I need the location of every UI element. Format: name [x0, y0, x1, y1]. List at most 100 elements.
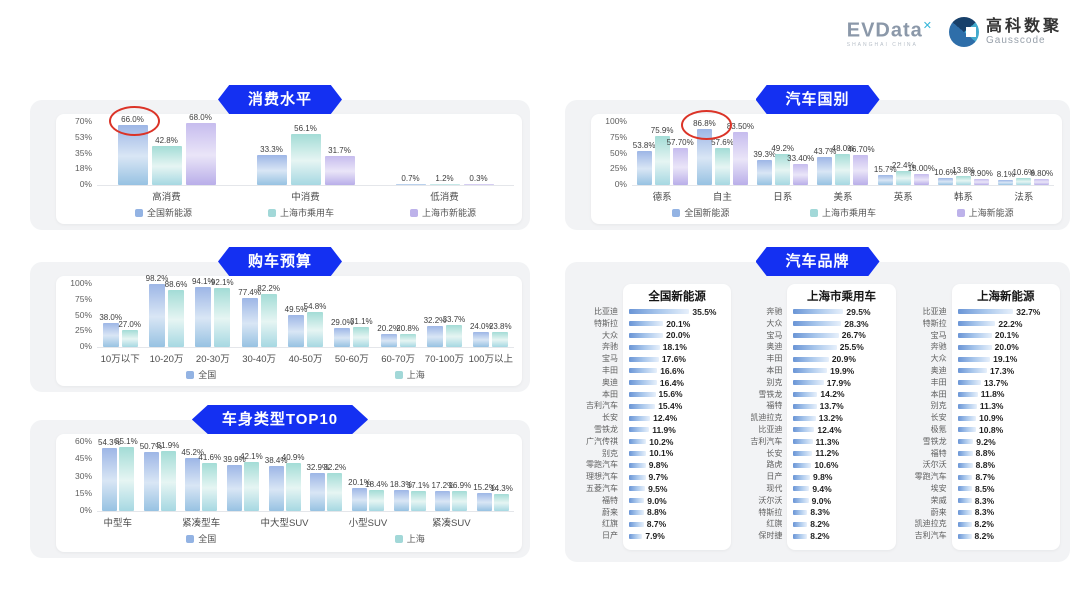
brand-label-column: 奔驰 大众 宝马 奥迪 丰田 本田 别克 雪铁龙 福特 凯迪拉克 比亚迪 吉利汽车 长安 路虎 日产 现代 沃尔… [739, 284, 787, 550]
chart-card: 60% 45% 30% 15% 0% 54.3% 55.1% 50.7% 51.9% 45.2%… [56, 434, 522, 552]
brand-row: 11.3% [793, 436, 889, 448]
bar-value-label: 17.1% [406, 481, 430, 490]
brand-value: 8.5% [975, 483, 995, 494]
section-banner: 汽车品牌 [755, 247, 880, 276]
brand-value: 18.1% [662, 342, 687, 353]
bar [260, 294, 277, 347]
bar-value-label: 68.0% [189, 112, 212, 122]
bar-group: 50.7% 51.9% [140, 441, 179, 511]
brand-row: 28.3% [793, 318, 889, 330]
bar [835, 154, 851, 185]
bar-with-label: 43.7% [814, 147, 836, 185]
bar-group: 20.1% 18.4% [348, 478, 388, 511]
category-label: 中型车 [103, 518, 132, 529]
brand-value: 17.9% [826, 377, 851, 388]
category-label: 100万以上 [468, 354, 513, 365]
brand-row: 8.8% [957, 459, 1054, 471]
bar-group: 20.2% 20.8% [377, 324, 419, 347]
legend-item: 上海市乘用车 [267, 206, 334, 219]
legend-label: 全国新能源 [146, 208, 192, 218]
brand-name-label: 奥迪 [766, 342, 783, 352]
category-label: 紧凑型车 [182, 518, 221, 529]
bar-with-label: 42.8% [151, 136, 182, 185]
bar-value-label: 48.0% [831, 144, 855, 154]
bar [151, 145, 182, 185]
brand-value: 11.8% [980, 389, 1005, 400]
section-banner: 车身类型TOP10 [191, 405, 369, 434]
brand-row: 11.2% [793, 448, 889, 460]
section-title: 车身类型TOP10 [221, 411, 339, 428]
plot-area: 53.8% 75.9% 57.70% 86.8% 57.6% 83.50% 39.3% 49.… [632, 119, 1054, 186]
chart-card: 100% 75% 50% 25% 0% 53.8% 75.9% 57.70% 86.8% 57.… [591, 114, 1062, 224]
bar-group: 45.2% 41.6% [181, 448, 221, 511]
bar-value-label: 42.1% [240, 451, 263, 461]
bar [757, 159, 773, 185]
brand-value: 9.5% [648, 483, 668, 494]
brand-name-label: 现代 [766, 483, 783, 493]
legend-swatch [409, 208, 418, 217]
brand-name-label: 埃安 [930, 483, 947, 493]
bar-value-label: 56.1% [294, 123, 317, 133]
brand-bar [957, 332, 992, 338]
brand-name-label: 凯迪拉克 [914, 519, 947, 529]
bar-value-label: 32.2% [423, 316, 447, 326]
category-label: 70-100万 [424, 354, 464, 365]
category-label: 小型SUV [348, 518, 388, 529]
y-axis-tick: 25% [609, 163, 627, 174]
brand-bar [957, 439, 974, 445]
legend-label: 全国 [198, 534, 217, 544]
brand-value: 11.3% [979, 401, 1004, 412]
bar-with-label: 8.80% [1030, 169, 1053, 185]
brand-value: 8.7% [975, 472, 995, 483]
brand-name-label: 吉利汽车 [914, 531, 947, 541]
bar-with-label: 56.1% [290, 123, 321, 185]
bar-group: 94.1% 92.1% [191, 276, 234, 347]
bar-with-label: 48.0% [832, 144, 854, 185]
bar-group: 39.9% 42.1% [223, 452, 263, 511]
brand-value: 8.3% [974, 507, 995, 518]
category-label: 低消费 [430, 192, 459, 203]
brand-name-label: 本田 [766, 365, 783, 375]
brand-row: 10.8% [957, 424, 1054, 436]
bar-value-label: 17.2% [431, 480, 455, 490]
bar-value-label: 8.90% [970, 169, 993, 179]
brand-row: 13.7% [957, 377, 1054, 389]
brand-value: 10.2% [649, 436, 674, 447]
bar-value-label: 10.6% [1012, 168, 1036, 178]
brand-row: 8.3% [793, 507, 889, 519]
brand-name-label: 吉利汽车 [750, 436, 783, 446]
bar-with-label: 32.2% [323, 463, 346, 511]
bar-with-label: 92.1% [211, 278, 234, 347]
brand-value: 12.4% [817, 424, 842, 435]
brand-columns: 比亚迪 特斯拉 大众 奔驰 宝马 丰田 奥迪 本田 吉利汽车 长安 雪铁龙 广汽传祺 别克 零跑汽车 理想汽… [575, 284, 1060, 550]
legend-label: 上海市乘用车 [821, 208, 876, 218]
brand-bar [957, 391, 978, 397]
brand-row: 17.9% [793, 377, 889, 389]
brand-name-label: 别克 [930, 401, 947, 411]
bar-value-label: 31.7% [328, 146, 351, 155]
brand-value: 8.8% [647, 507, 667, 518]
bar [877, 175, 893, 185]
brand-name-label: 红旗 [766, 519, 783, 529]
brand-name-label: 红旗 [602, 519, 618, 529]
bar [429, 183, 460, 185]
bar [463, 184, 494, 185]
bar-group: 43.7% 48.0% 46.70% [814, 144, 875, 185]
brand-row: 9.0% [793, 495, 889, 507]
bar-value-label: 66.0% [121, 114, 144, 124]
y-axis-tick: 25% [74, 325, 92, 336]
bar-value-label: 77.4% [238, 287, 261, 297]
category-axis: 10万以下 10-20万 20-30万 30-40万 40-50万 50-60万 60-70… [97, 351, 514, 365]
bar-with-label: 10.6% [934, 168, 957, 185]
brand-name-label: 大众 [602, 330, 618, 340]
bar-with-label: 20.1% [348, 478, 371, 511]
bar-value-label: 94.1% [191, 276, 215, 286]
brand-bar [957, 450, 973, 456]
bar-value-label: 46.70% [847, 145, 875, 155]
brand-bar [957, 344, 992, 350]
bar-group: 10.6% 13.8% 8.90% [934, 166, 993, 185]
bar [654, 136, 670, 185]
bar-value-label: 18.00% [907, 163, 935, 173]
bar-value-label: 49.5% [284, 305, 308, 315]
bar [913, 173, 929, 185]
